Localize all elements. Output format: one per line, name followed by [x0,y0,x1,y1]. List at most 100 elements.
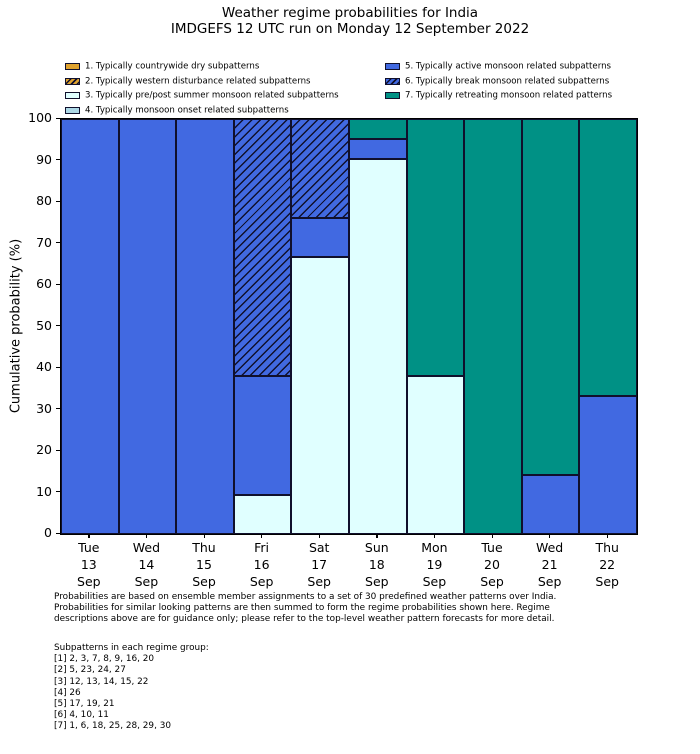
bar-segment-regime6 [233,119,292,376]
legend-swatch-regime7 [385,92,400,100]
legend-label: 4. Typically monsoon onset related subpa… [85,105,289,116]
x-tick-label-line: Sep [480,574,504,589]
x-tick-label-line: Wed [132,540,161,555]
y-tick-label: 50 [36,317,52,333]
x-tick-label-line: Sep [365,574,389,589]
bar-tue-20 [464,119,522,534]
x-tick-label-line: Sep [307,574,331,589]
bar-segment-regime3 [349,158,407,534]
x-tick-mark [145,534,148,538]
bar-segment-regime7 [579,119,637,396]
y-tick-mark [55,532,60,534]
y-tick-mark [55,325,60,327]
legend-swatch-regime4 [65,106,80,114]
bar-segment-regime7 [406,119,465,376]
y-tick-label: 30 [36,400,52,416]
bar-segment-regime5 [176,119,234,534]
x-tick-label-line: 18 [368,557,385,572]
y-tick-mark [55,366,60,368]
x-tick-label-line: 22 [599,557,616,572]
x-tick-label-line: Sep [422,574,447,589]
footer-note: Probabilities are based on ensemble memb… [54,592,556,625]
x-tick-label-line: Tue [481,540,503,555]
legend-item: 5. Typically active monsoon related subp… [385,56,611,72]
bar-segment-regime5 [61,119,119,534]
x-tick-label-line: Fri [254,540,270,555]
x-tick-mark [549,534,551,538]
y-tick-label: 80 [36,193,52,208]
bar-sat-17 [291,119,349,534]
subpattern-line: [1] 2, 3, 7, 8, 9, 16, 20 [54,654,155,665]
y-tick-mark [55,200,60,202]
x-tick-label-line: Sep [249,574,274,589]
subpattern-heading: Subpatterns in each regime group: [54,643,209,653]
x-tick-label-line: Sat [308,540,330,555]
x-tick-mark [88,534,90,538]
bar-segment-regime5 [291,217,349,258]
bar-segment-regime7 [349,119,407,139]
x-tick-label: Wed 21 Sep [521,539,579,590]
x-tick-label-line: Tue [78,540,100,555]
legend-item: 1. Typically countrywide dry subpatterns [65,56,260,72]
x-tick-label-line: Sep [537,574,562,589]
y-tick-label: 60 [36,276,52,291]
x-tick-label-line: 13 [80,557,97,572]
x-tick-label: Sat 17 Sep [290,539,348,590]
bar-segment-regime5 [579,395,637,534]
x-tick-label: Fri 16 Sep [233,539,291,590]
y-tick-label: 40 [36,359,52,374]
x-tick-label-line: 16 [253,557,270,572]
legend-swatch-regime3 [65,92,80,100]
plot-area [60,118,638,535]
legend-swatch-regime6 [385,77,400,85]
x-tick-mark [318,534,320,538]
x-tick-label-line: Wed [535,540,564,555]
x-tick-label-line: Sep [192,574,216,589]
x-tick-mark [261,534,263,538]
bar-segment-regime7 [521,119,580,475]
bar-sun-18 [349,119,407,534]
x-tick-mark [203,534,205,538]
footer-line: Probabilities are based on ensemble memb… [54,592,557,602]
x-tick-label-line: 17 [311,557,328,572]
x-tick-label: Tue 20 Sep [463,539,521,590]
bar-segment-regime5 [118,119,177,534]
legend-label: 2. Typically western disturbance related… [85,76,311,87]
bar-segment-regime3 [233,494,292,534]
legend-item: 2. Typically western disturbance related… [65,71,311,87]
bar-segment-regime3 [406,375,465,534]
bar-tue-13 [61,119,119,534]
legend-swatch-regime2 [65,77,80,85]
x-tick-label-line: 14 [138,557,155,572]
legend-label: 1. Typically countrywide dry subpatterns [85,61,260,72]
x-tick-label: Thu 15 Sep [175,539,233,590]
legend-label: 6. Typically break monsoon related subpa… [405,76,610,87]
legend-item: 7. Typically retreating monsoon related … [385,85,613,101]
x-tick-label: Mon 19 Sep [405,539,463,590]
y-tick-mark [55,117,60,119]
bar-mon-19 [406,119,465,534]
y-tick-mark [55,242,60,244]
legend-item: 4. Typically monsoon onset related subpa… [65,100,289,116]
y-tick-mark [55,159,60,161]
y-tick-mark [55,491,60,493]
x-tick-label-line: 21 [541,557,558,572]
legend-label: 7. Typically retreating monsoon related … [405,90,613,101]
y-tick-mark [55,449,60,451]
bar-thu-22 [579,119,637,534]
x-tick-label: Wed 14 Sep [117,539,175,590]
bar-wed-21 [521,119,580,534]
bar-segment-regime5 [349,138,407,159]
subpattern-line: [5] 17, 19, 21 [54,699,115,710]
x-tick-mark [376,534,378,538]
y-tick-mark [55,283,60,285]
x-tick-label-line: Sep [77,574,101,589]
x-tick-label-line: Sep [595,574,619,589]
y-tick-label: 10 [36,483,52,499]
legend-label: 3. Typically pre/post summer monsoon rel… [85,90,339,101]
subpattern-line: [3] 12, 13, 14, 15, 22 [54,676,149,687]
footer-line: descriptions above are for guidance only… [54,614,555,624]
x-tick-mark [606,534,608,538]
legend-item: 6. Typically break monsoon related subpa… [385,71,610,87]
